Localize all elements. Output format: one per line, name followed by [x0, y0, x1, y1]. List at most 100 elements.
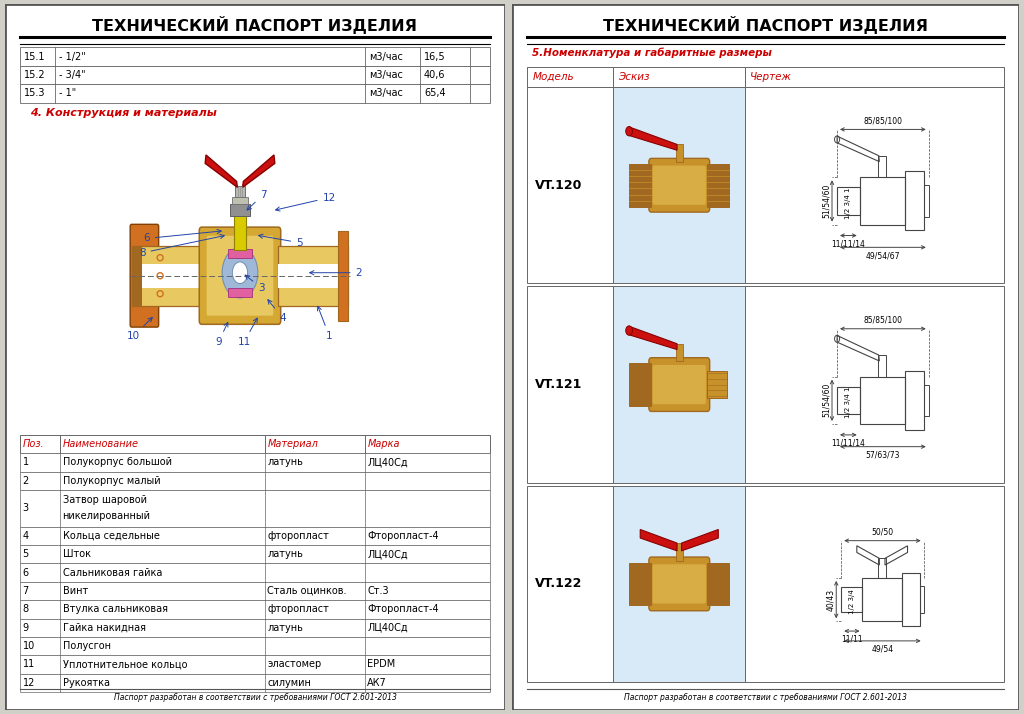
Text: м3/час: м3/час: [369, 51, 402, 61]
Bar: [20, 490, 489, 527]
Text: 4: 4: [268, 300, 286, 323]
Bar: [878, 355, 887, 377]
Text: 49/54: 49/54: [871, 645, 894, 653]
Text: 8: 8: [23, 604, 29, 614]
Text: 8: 8: [139, 234, 224, 258]
Polygon shape: [205, 155, 238, 187]
FancyBboxPatch shape: [649, 358, 710, 411]
Bar: [925, 385, 929, 416]
Text: латунь: латунь: [267, 458, 303, 468]
Bar: [745, 486, 1004, 682]
Text: 85/85/100: 85/85/100: [863, 316, 902, 325]
Bar: [20, 545, 489, 563]
Text: Полукорпус малый: Полукорпус малый: [62, 476, 160, 486]
Polygon shape: [629, 326, 677, 350]
Text: Затвор шаровой: Затвор шаровой: [62, 496, 146, 506]
Text: Ст.3: Ст.3: [368, 586, 389, 596]
Bar: [20, 527, 489, 545]
Bar: [905, 371, 925, 430]
Text: 9: 9: [23, 623, 29, 633]
Bar: [338, 231, 348, 321]
Text: Кольца седельные: Кольца седельные: [62, 531, 160, 540]
Bar: [859, 177, 905, 224]
FancyBboxPatch shape: [200, 227, 281, 324]
Bar: [20, 471, 489, 490]
Text: фторопласт: фторопласт: [267, 531, 330, 540]
Circle shape: [222, 248, 258, 298]
Text: Полусгон: Полусгон: [62, 641, 111, 651]
Bar: [228, 248, 252, 258]
Text: VT.121: VT.121: [535, 378, 583, 391]
Text: 3: 3: [23, 503, 29, 513]
FancyBboxPatch shape: [649, 557, 710, 610]
Text: 6: 6: [23, 568, 29, 578]
Bar: [20, 47, 489, 66]
Text: VT.120: VT.120: [535, 178, 583, 192]
FancyBboxPatch shape: [207, 236, 273, 316]
Bar: [745, 286, 1004, 483]
Text: 11/11: 11/11: [841, 635, 862, 643]
Text: 1/2 3/4 1: 1/2 3/4 1: [846, 187, 851, 218]
Bar: [708, 563, 729, 605]
Text: 57/63/73: 57/63/73: [865, 451, 900, 460]
Text: 2: 2: [23, 476, 29, 486]
Text: 40,6: 40,6: [424, 70, 445, 80]
Bar: [134, 263, 208, 288]
Text: - 3/4": - 3/4": [59, 70, 86, 80]
Text: 4: 4: [23, 531, 29, 540]
Text: 85/85/100: 85/85/100: [863, 116, 902, 126]
Text: 3: 3: [245, 275, 264, 293]
Bar: [879, 558, 886, 578]
Bar: [613, 87, 745, 283]
FancyBboxPatch shape: [649, 159, 710, 212]
Text: 40/43: 40/43: [825, 588, 835, 610]
Text: фторопласт: фторопласт: [267, 604, 330, 614]
Bar: [837, 386, 859, 414]
Text: Сальниковая гайка: Сальниковая гайка: [62, 568, 162, 578]
Bar: [527, 286, 613, 483]
Text: Материал: Материал: [267, 439, 318, 449]
Bar: [20, 618, 489, 637]
Bar: [629, 164, 651, 206]
Text: 11: 11: [23, 660, 35, 670]
Text: Уплотнительное кольцо: Уплотнительное кольцо: [62, 660, 187, 670]
Bar: [279, 246, 348, 306]
Bar: [629, 563, 651, 605]
Text: 11: 11: [238, 318, 257, 347]
Text: м3/час: м3/час: [369, 70, 402, 80]
Text: - 1/2": - 1/2": [59, 51, 86, 61]
Text: 1: 1: [317, 306, 333, 341]
Text: Наименование: Наименование: [62, 439, 138, 449]
Bar: [20, 674, 489, 692]
Text: силумин: силумин: [267, 678, 311, 688]
Text: ЛЦ40Сд: ЛЦ40Сд: [368, 623, 408, 633]
Text: Полукорпус большой: Полукорпус большой: [62, 458, 172, 468]
Text: 15.2: 15.2: [25, 70, 46, 80]
Bar: [20, 582, 489, 600]
Bar: [613, 67, 745, 87]
Bar: [527, 67, 613, 87]
Text: Сталь оцинков.: Сталь оцинков.: [267, 586, 347, 596]
Bar: [236, 186, 245, 197]
Text: 5: 5: [23, 549, 29, 559]
Text: ТЕХНИЧЕСКИЙ ПАСПОРТ ИЗДЕЛИЯ: ТЕХНИЧЕСКИЙ ПАСПОРТ ИЗДЕЛИЯ: [603, 16, 928, 34]
Bar: [20, 600, 489, 618]
Text: 65,4: 65,4: [424, 89, 445, 99]
Bar: [232, 197, 248, 204]
Bar: [20, 66, 489, 84]
Polygon shape: [682, 530, 718, 551]
Text: ТЕХНИЧЕСКИЙ ПАСПОРТ ИЗДЕЛИЯ: ТЕХНИЧЕСКИЙ ПАСПОРТ ИЗДЕЛИЯ: [92, 16, 418, 34]
Text: Рукоятка: Рукоятка: [62, 678, 110, 688]
Text: Чертеж: Чертеж: [751, 72, 793, 82]
Text: - 1": - 1": [59, 89, 77, 99]
FancyBboxPatch shape: [130, 224, 159, 327]
Bar: [708, 371, 727, 398]
Bar: [20, 84, 489, 103]
Bar: [230, 204, 250, 216]
Circle shape: [626, 326, 633, 335]
Text: 9: 9: [215, 323, 228, 347]
Text: Эскиз: Эскиз: [618, 72, 650, 82]
Text: 7: 7: [247, 190, 266, 210]
Bar: [905, 171, 925, 231]
Text: Паспорт разработан в соответствии с требованиями ГОСТ 2.601-2013: Паспорт разработан в соответствии с треб…: [114, 693, 396, 702]
